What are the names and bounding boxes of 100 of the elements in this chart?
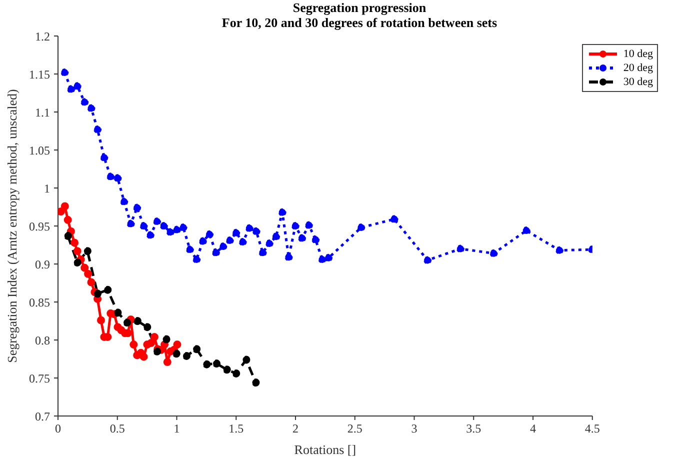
chart-title: Segregation progression xyxy=(292,0,428,15)
point xyxy=(140,222,148,230)
point xyxy=(160,222,168,230)
point xyxy=(130,340,138,349)
point xyxy=(114,174,122,182)
point xyxy=(70,238,79,247)
point xyxy=(242,356,250,364)
point xyxy=(73,247,82,256)
point xyxy=(555,246,564,254)
point xyxy=(182,352,190,360)
point xyxy=(278,208,286,216)
y-tick-label: 1.15 xyxy=(29,67,50,82)
chart-subtitle: For 10, 20 and 30 degrees of rotation between sets xyxy=(220,15,498,30)
x-tick-label: 1 xyxy=(174,422,180,436)
point xyxy=(73,82,82,90)
point xyxy=(166,228,174,236)
point xyxy=(252,378,260,387)
x-tick-label: 4.5 xyxy=(584,422,600,436)
y-tick-label: 1 xyxy=(44,181,50,196)
point xyxy=(490,249,498,258)
point xyxy=(106,172,115,181)
point xyxy=(202,360,211,368)
point xyxy=(126,220,135,228)
point xyxy=(172,226,181,234)
point xyxy=(83,247,92,256)
point xyxy=(357,224,366,232)
point xyxy=(87,278,96,286)
point xyxy=(232,228,240,237)
y-tick-label: 0.8 xyxy=(35,333,50,348)
point xyxy=(284,253,293,262)
point xyxy=(143,323,152,332)
y-tick-label: 0.9 xyxy=(35,257,50,272)
point xyxy=(60,202,69,210)
x-tick-label: 0 xyxy=(55,422,61,436)
point xyxy=(133,317,142,325)
point xyxy=(304,221,313,230)
point xyxy=(120,198,128,206)
point xyxy=(146,339,155,348)
y-tick-label: 0.85 xyxy=(29,295,50,310)
point xyxy=(272,232,280,241)
point xyxy=(64,216,72,224)
point xyxy=(291,222,300,230)
x-tick-label: 2.5 xyxy=(347,422,362,436)
point xyxy=(245,224,254,232)
point xyxy=(94,290,102,298)
y-tick-label: 0.7 xyxy=(35,409,50,424)
point xyxy=(114,308,122,317)
x-tick-label: 2 xyxy=(292,422,298,436)
point xyxy=(96,316,105,324)
point xyxy=(122,318,131,327)
point xyxy=(67,85,76,94)
point xyxy=(64,232,72,240)
point xyxy=(258,248,267,257)
legend-label: 30 deg xyxy=(623,75,653,89)
point xyxy=(298,234,306,242)
point xyxy=(172,350,180,358)
x-axis-title: Rotations [] xyxy=(294,442,356,457)
point xyxy=(390,215,398,224)
point xyxy=(198,237,207,246)
point xyxy=(219,242,228,251)
point xyxy=(192,255,201,264)
point xyxy=(232,369,240,378)
point xyxy=(140,352,148,361)
x-tick-label: 3.5 xyxy=(466,422,482,436)
point xyxy=(324,254,333,262)
point xyxy=(522,226,530,235)
point xyxy=(73,258,82,266)
point xyxy=(58,208,65,216)
y-axis-title: Segregation Index (Arntz entropy method, unscaled) xyxy=(4,89,20,363)
point xyxy=(153,217,162,226)
point xyxy=(179,224,188,232)
x-tick-label: 0.5 xyxy=(110,422,125,436)
point xyxy=(212,248,220,257)
point xyxy=(80,98,89,106)
point xyxy=(150,332,158,341)
y-tick-label: 1.2 xyxy=(35,29,50,44)
point xyxy=(173,340,182,349)
x-tick-label: 1.5 xyxy=(228,422,244,436)
point xyxy=(222,366,231,374)
point xyxy=(84,270,92,278)
point xyxy=(60,68,69,76)
point xyxy=(163,358,172,366)
point xyxy=(133,204,142,212)
point xyxy=(94,125,102,134)
point xyxy=(146,231,154,240)
point xyxy=(238,238,247,246)
point xyxy=(192,345,201,354)
y-tick-label: 0.75 xyxy=(29,371,50,386)
point xyxy=(252,227,260,236)
point xyxy=(312,236,320,244)
point xyxy=(212,360,221,368)
point xyxy=(456,244,464,253)
point xyxy=(162,335,170,344)
y-tick-label: 0.95 xyxy=(29,219,50,234)
y-tick-label: 1.05 xyxy=(29,143,50,158)
x-tick-label: 3 xyxy=(411,422,418,436)
point xyxy=(186,246,194,254)
point xyxy=(104,286,112,294)
y-tick-label: 1.1 xyxy=(35,105,50,120)
point xyxy=(100,154,108,162)
